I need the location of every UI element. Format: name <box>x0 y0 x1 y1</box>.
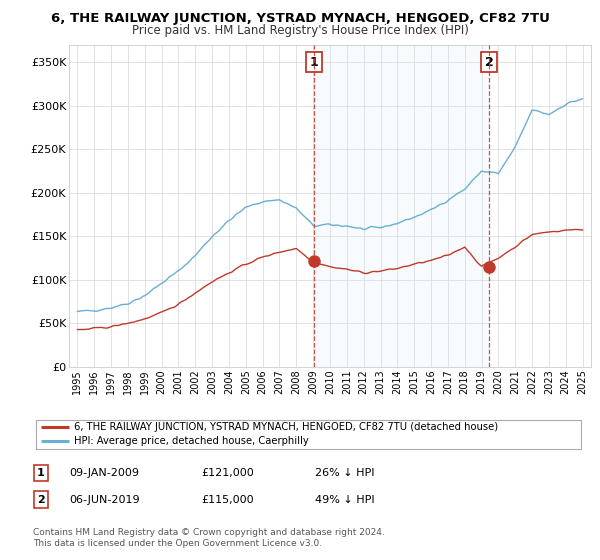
Text: 1: 1 <box>309 55 318 69</box>
Text: 2: 2 <box>37 494 44 505</box>
Text: 26% ↓ HPI: 26% ↓ HPI <box>315 468 374 478</box>
Bar <box>314 45 489 367</box>
Text: Price paid vs. HM Land Registry's House Price Index (HPI): Price paid vs. HM Land Registry's House … <box>131 24 469 37</box>
Text: 6, THE RAILWAY JUNCTION, YSTRAD MYNACH, HENGOED, CF82 7TU (detached house): 6, THE RAILWAY JUNCTION, YSTRAD MYNACH, … <box>74 422 499 432</box>
Text: HPI: Average price, detached house, Caerphilly: HPI: Average price, detached house, Caer… <box>74 436 309 446</box>
Text: Contains HM Land Registry data © Crown copyright and database right 2024.
This d: Contains HM Land Registry data © Crown c… <box>33 528 385 548</box>
FancyBboxPatch shape <box>36 419 581 449</box>
Text: £121,000: £121,000 <box>201 468 254 478</box>
Text: 06-JUN-2019: 06-JUN-2019 <box>69 494 140 505</box>
Text: 49% ↓ HPI: 49% ↓ HPI <box>315 494 374 505</box>
Text: 1: 1 <box>37 468 44 478</box>
Text: £115,000: £115,000 <box>201 494 254 505</box>
Text: 09-JAN-2009: 09-JAN-2009 <box>69 468 139 478</box>
Text: 6, THE RAILWAY JUNCTION, YSTRAD MYNACH, HENGOED, CF82 7TU: 6, THE RAILWAY JUNCTION, YSTRAD MYNACH, … <box>50 12 550 25</box>
Text: 2: 2 <box>485 55 493 69</box>
